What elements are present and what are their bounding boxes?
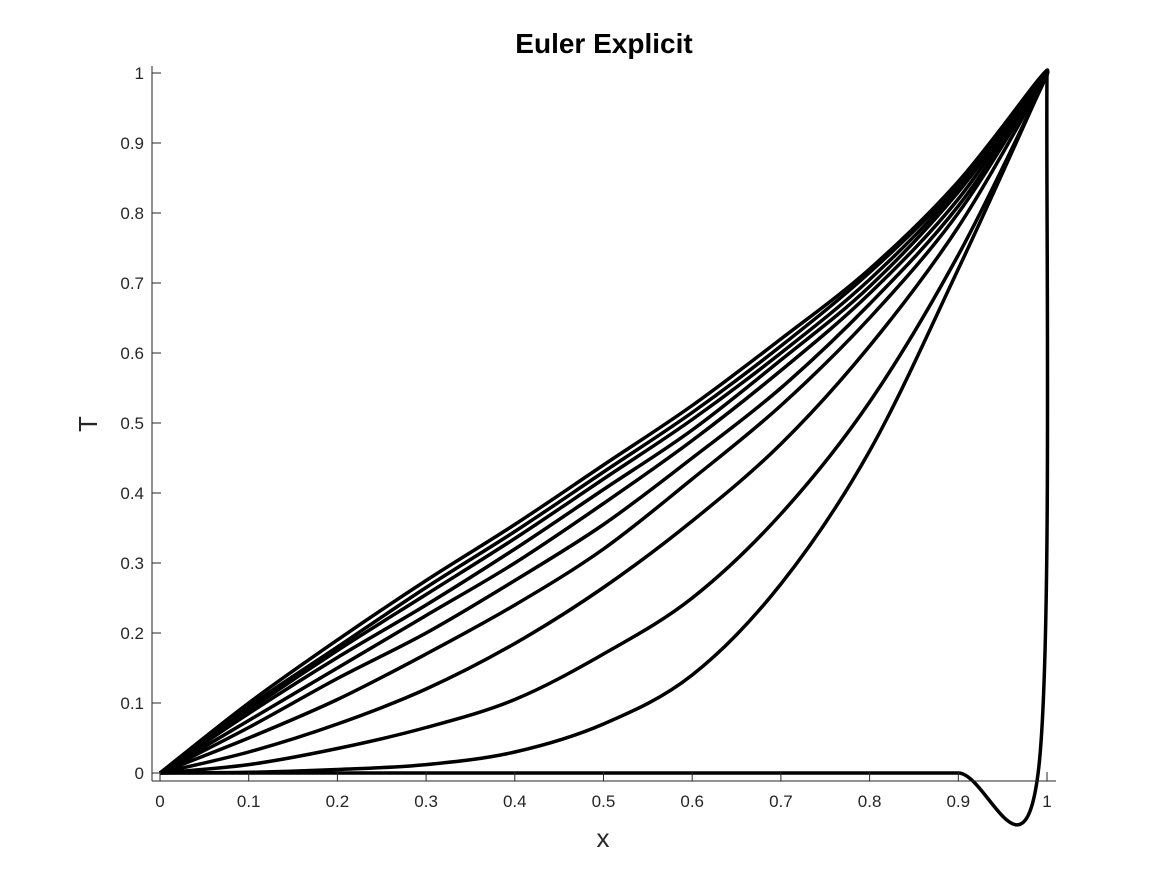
y-tick-label: 0.3 — [120, 554, 144, 573]
chart-title: Euler Explicit — [515, 28, 692, 59]
x-tick-label: 0.2 — [326, 792, 350, 811]
y-tick-label: 0.8 — [120, 204, 144, 223]
x-tick-label: 0.8 — [858, 792, 882, 811]
y-tick-label: 1 — [135, 64, 144, 83]
y-tick-label: 0.2 — [120, 624, 144, 643]
series-line-7 — [159, 69, 1050, 775]
series-line-3 — [159, 71, 1050, 775]
x-tick-label: 0.6 — [680, 792, 704, 811]
x-tick-label: 0.3 — [414, 792, 438, 811]
x-tick-label: 0.9 — [946, 792, 970, 811]
x-ticks: 0 0.1 0.2 0.3 0.4 0.5 0.6 0.7 0.8 0.9 1 — [155, 772, 1052, 811]
x-tick-label: 0.7 — [769, 792, 793, 811]
y-tick-label: 0.4 — [120, 484, 144, 503]
series-line-11 — [158, 68, 1050, 775]
series-line-2 — [159, 70, 1050, 775]
y-ticks: 0 0.1 0.2 0.3 0.4 0.5 0.6 0.7 0.8 0.9 1 — [120, 64, 161, 783]
series-line-9 — [158, 69, 1050, 775]
x-tick-label: 0.4 — [503, 792, 527, 811]
series-line-8 — [159, 69, 1050, 775]
x-tick-label: 0.5 — [592, 792, 616, 811]
series-line-5 — [159, 70, 1050, 775]
y-tick-label: 0.6 — [120, 344, 144, 363]
series-line-6 — [159, 70, 1050, 775]
x-tick-label: 0 — [155, 792, 164, 811]
series-line-4 — [159, 71, 1050, 775]
y-tick-label: 0.1 — [120, 694, 144, 713]
y-tick-label: 0 — [135, 764, 144, 783]
x-tick-label: 0.1 — [237, 792, 261, 811]
plot-lines — [158, 68, 1050, 827]
y-tick-label: 0.7 — [120, 274, 144, 293]
y-tick-label: 0.9 — [120, 134, 144, 153]
y-axis-title: T — [73, 416, 103, 432]
x-axis-title: x — [597, 823, 610, 853]
series-line-1 — [160, 72, 1050, 827]
x-tick-label: 1 — [1042, 792, 1051, 811]
series-line-10 — [158, 70, 1050, 775]
y-tick-label: 0.5 — [120, 414, 144, 433]
